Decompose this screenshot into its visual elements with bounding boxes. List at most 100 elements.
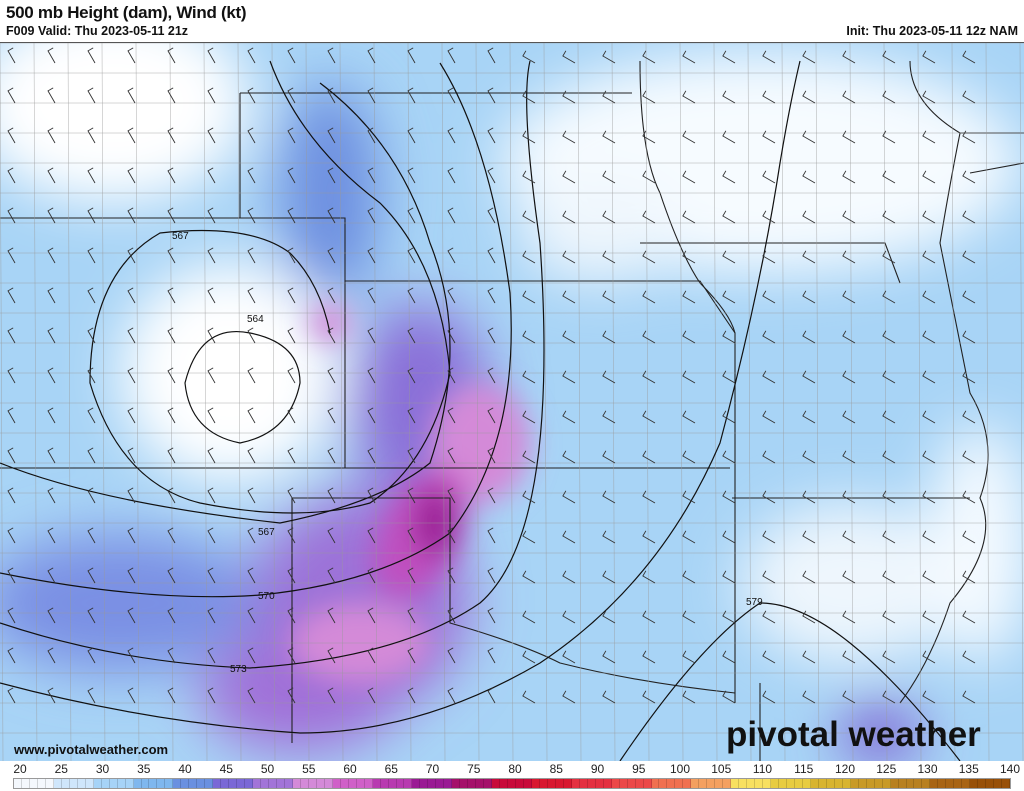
colorbar-swatch (539, 779, 548, 788)
colorbar-tick: 100 (669, 762, 691, 776)
wind-barb (842, 450, 856, 464)
wind-barb (842, 650, 856, 664)
wind-barb (407, 87, 416, 104)
wind-barb (602, 90, 616, 104)
wind-barb (207, 647, 216, 664)
wind-speed-fill (0, 43, 1024, 761)
wind-barb (327, 527, 336, 544)
wind-barb (642, 370, 656, 384)
wind-barb (87, 607, 96, 624)
wind-barb (842, 250, 856, 264)
wind-barb (922, 410, 936, 424)
county-line (33, 43, 38, 761)
wind-barb (962, 490, 976, 504)
colorbar-tick: 50 (260, 762, 275, 776)
wind-barb (87, 87, 96, 104)
colorbar-swatch (245, 779, 254, 788)
wind-barb (802, 610, 816, 624)
county-line (1019, 43, 1024, 761)
colorbar-swatch (420, 779, 429, 788)
wind-barb (802, 250, 816, 264)
wind-barb (487, 447, 496, 464)
colorbar-swatch (348, 779, 357, 788)
wind-barb (287, 247, 296, 264)
colorbar-tick: 35 (137, 762, 151, 776)
colorbar-tick: 85 (549, 762, 563, 776)
colorbar-swatch (85, 779, 94, 788)
colorbar-tick: 60 (343, 762, 357, 776)
colorbar-swatch (707, 779, 716, 788)
colorbar-swatch (356, 779, 365, 788)
colorbar-swatch (946, 779, 955, 788)
colorbar-swatch (858, 779, 867, 788)
wind-barb (802, 690, 816, 704)
wind-barb (127, 447, 136, 464)
wind-barb (562, 250, 576, 264)
colorbar-swatch (45, 779, 54, 788)
contour-label: 567 (258, 527, 275, 538)
wind-barb (922, 490, 936, 504)
pivotal-weather-logo: pivotal weather (726, 715, 981, 754)
wind-barb (167, 327, 176, 344)
wind-barb (287, 47, 296, 64)
colorbar-swatch (802, 779, 811, 788)
wind-barb (562, 690, 576, 704)
wind-barb (407, 527, 416, 544)
wind-barb (762, 610, 776, 624)
wind-barb (7, 367, 16, 384)
wind-barb (407, 607, 416, 624)
wind-barb (682, 330, 696, 344)
wind-barb (367, 327, 376, 344)
wind-barb (127, 127, 136, 144)
wind-barb (562, 170, 576, 184)
wind-barb (922, 450, 936, 464)
county-line (475, 43, 480, 761)
wind-barb (247, 287, 256, 304)
colorbar-swatch (914, 779, 923, 788)
colorbar-swatch (157, 779, 166, 788)
wind-barb (487, 407, 496, 424)
wind-barb (842, 610, 856, 624)
wind-barb (247, 527, 256, 544)
colorbar-swatch (699, 779, 708, 788)
wind-barb (447, 367, 456, 384)
colorbar-swatch (906, 779, 915, 788)
wind-barb (562, 490, 576, 504)
wind-barb (47, 207, 56, 224)
colorbar-swatch (970, 779, 979, 788)
colorbar-swatch (213, 779, 222, 788)
wind-barb (602, 610, 616, 624)
wind-barb (487, 647, 496, 664)
wind-barb (522, 90, 536, 104)
wind-barb (127, 207, 136, 224)
county-line (917, 43, 922, 761)
wind-barb (87, 407, 96, 424)
wind-barb (127, 527, 136, 544)
wind-barb (127, 87, 136, 104)
colorbar-swatch (882, 779, 891, 788)
weather-map[interactable]: 567 564 567 570 573 579 (0, 42, 1024, 761)
colorbar-tick: 25 (54, 762, 68, 776)
colorbar-swatch (627, 779, 636, 788)
wind-barb (842, 490, 856, 504)
wind-barb (562, 210, 576, 224)
wind-barb (167, 527, 176, 544)
county-line (985, 43, 990, 761)
wind-barb (562, 570, 576, 584)
wind-barb (882, 210, 896, 224)
wind-barb (762, 290, 776, 304)
wind-barb (447, 607, 456, 624)
colorbar-swatch (547, 779, 556, 788)
colorbar-tick: 55 (302, 762, 316, 776)
colorbar-swatch (763, 779, 772, 788)
wind-barb (522, 130, 536, 144)
wind-barb (247, 327, 256, 344)
wind-barb (562, 50, 576, 64)
wind-barb (207, 287, 216, 304)
wind-barb (962, 610, 976, 624)
wind-barb (447, 47, 456, 64)
colorbar-swatch (53, 779, 62, 788)
wind-barb (47, 567, 56, 584)
wind-barb (962, 370, 976, 384)
wind-barb (962, 690, 976, 704)
